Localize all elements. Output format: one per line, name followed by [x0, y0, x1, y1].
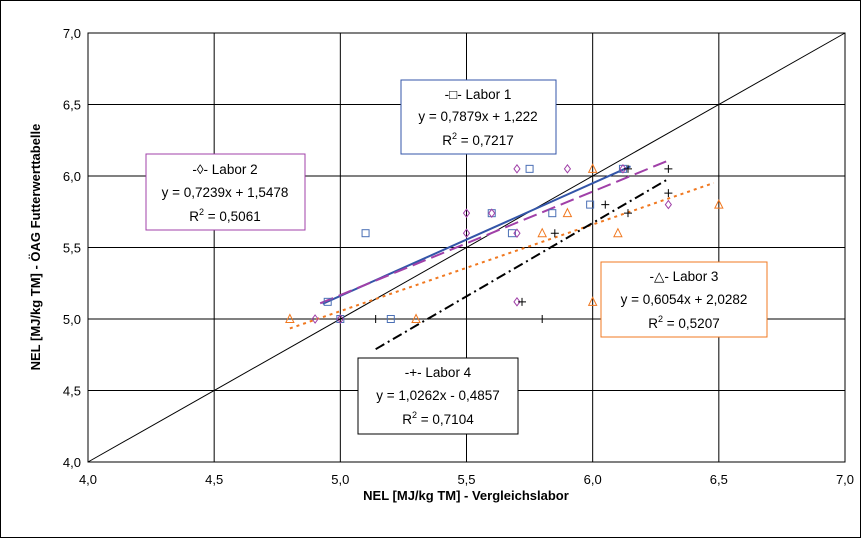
point-labor-2 — [619, 164, 627, 174]
point-labor-2 — [311, 314, 319, 324]
point-labor-3 — [714, 198, 724, 209]
y-tick-label: 6,0 — [63, 169, 81, 184]
labor-4-r2: R2 = 0,7104 — [402, 410, 474, 427]
y-tick-label: 7,0 — [63, 26, 81, 41]
labor-3-r2: R2 = 0,5207 — [648, 314, 719, 331]
point-labor-2 — [462, 228, 471, 239]
point-labor-2 — [462, 208, 471, 219]
point-labor-4 — [371, 315, 380, 323]
tick-labels: 4,0 4,5 5,0 5,5 6,0 6,5 7,0 4,0 4,5 5,0 5,5 6,0 6,5 7… — [63, 26, 854, 487]
y-tick-label: 4,5 — [63, 384, 81, 399]
label-box-labor-1: -□- Labor 1 y = 0,7879x + 1,222 R2 = 0,7… — [400, 79, 557, 155]
labor-4-equation: y = 1,0262x - 0,4857 — [376, 388, 499, 403]
x-tick-label: 4,5 — [205, 472, 223, 487]
point-labor-3 — [537, 227, 548, 238]
point-labor-1 — [525, 164, 534, 173]
trendline-labor-4 — [375, 178, 669, 351]
point-labor-1 — [361, 229, 370, 238]
labor-1-title: -□- Labor 1 — [445, 87, 512, 102]
label-box-labor-2: -◊- Labor 2 y = 0,7239x + 1,5478 R2 = 0,… — [145, 153, 306, 231]
y-tick-label: 5,0 — [63, 312, 81, 327]
x-tick-label: 7,0 — [836, 472, 854, 487]
point-labor-2 — [563, 164, 572, 174]
labor-3-equation: y = 0,6054x + 2,0282 — [621, 292, 748, 307]
data-points — [285, 163, 724, 324]
x-tick-label: 6,0 — [584, 472, 602, 487]
point-labor-1 — [548, 209, 557, 218]
point-labor-2 — [513, 297, 521, 307]
reference-line-layer — [87, 32, 846, 463]
labor-4-title: -+- Labor 4 — [405, 365, 472, 380]
point-labor-1 — [586, 200, 595, 209]
point-labor-1 — [386, 315, 395, 323]
trendline-labor-2 — [319, 159, 669, 305]
point-labor-2 — [336, 314, 344, 324]
labor-2-equation: y = 0,7239x + 1,5478 — [162, 185, 289, 200]
point-labor-4 — [664, 164, 673, 173]
point-labor-1 — [507, 229, 516, 238]
x-tick-label: 5,5 — [457, 472, 475, 487]
point-labor-2 — [513, 164, 521, 174]
labor-1-r2: R2 = 0,7217 — [442, 131, 513, 148]
point-labor-4 — [538, 315, 547, 323]
plot-area-border — [87, 32, 846, 463]
trendlines — [289, 159, 715, 351]
point-labor-4 — [623, 164, 632, 173]
point-labor-1 — [323, 297, 332, 306]
trendline-labor-3 — [289, 182, 715, 330]
x-tick-label: 6,5 — [710, 472, 728, 487]
point-labor-4 — [664, 189, 673, 198]
point-labor-3 — [613, 227, 623, 238]
y-axis-title: NEL [MJ/kg TM] - ÖAG Futterwerttabelle — [28, 124, 43, 371]
point-labor-3 — [587, 296, 598, 306]
point-labor-3 — [562, 207, 573, 218]
point-labor-4 — [550, 229, 559, 238]
reference-line-y-equals-x — [87, 32, 846, 463]
point-labor-4 — [518, 297, 527, 306]
labor-2-title: -◊- Labor 2 — [192, 162, 257, 177]
point-labor-4 — [601, 200, 610, 209]
labor-3-title: -△- Labor 3 — [650, 269, 719, 284]
point-labor-4 — [623, 209, 632, 218]
x-tick-label: 4,0 — [79, 472, 97, 487]
point-labor-2 — [513, 228, 521, 239]
x-tick-label: 5,0 — [331, 472, 349, 487]
point-labor-2 — [664, 199, 672, 210]
y-tick-label: 6,5 — [63, 98, 81, 113]
point-labor-3 — [285, 313, 295, 323]
point-labor-2 — [488, 208, 496, 219]
x-axis-title: NEL [MJ/kg TM] - Vergleichslabor — [363, 488, 569, 503]
point-labor-3 — [411, 313, 421, 323]
y-tick-label: 5,5 — [63, 241, 81, 256]
y-tick-label: 4,0 — [63, 455, 81, 470]
trendline-labor-1 — [322, 165, 631, 305]
labor-1-equation: y = 0,7879x + 1,222 — [418, 109, 537, 124]
point-labor-3 — [587, 163, 598, 173]
labor-2-r2: R2 = 0,5061 — [189, 207, 260, 224]
label-box-labor-3: -△- Labor 3 y = 0,6054x + 2,0282 R2 = 0,… — [600, 261, 768, 338]
label-box-labor-4: -+- Labor 4 y = 1,0262x - 0,4857 R2 = 0,… — [357, 357, 519, 435]
